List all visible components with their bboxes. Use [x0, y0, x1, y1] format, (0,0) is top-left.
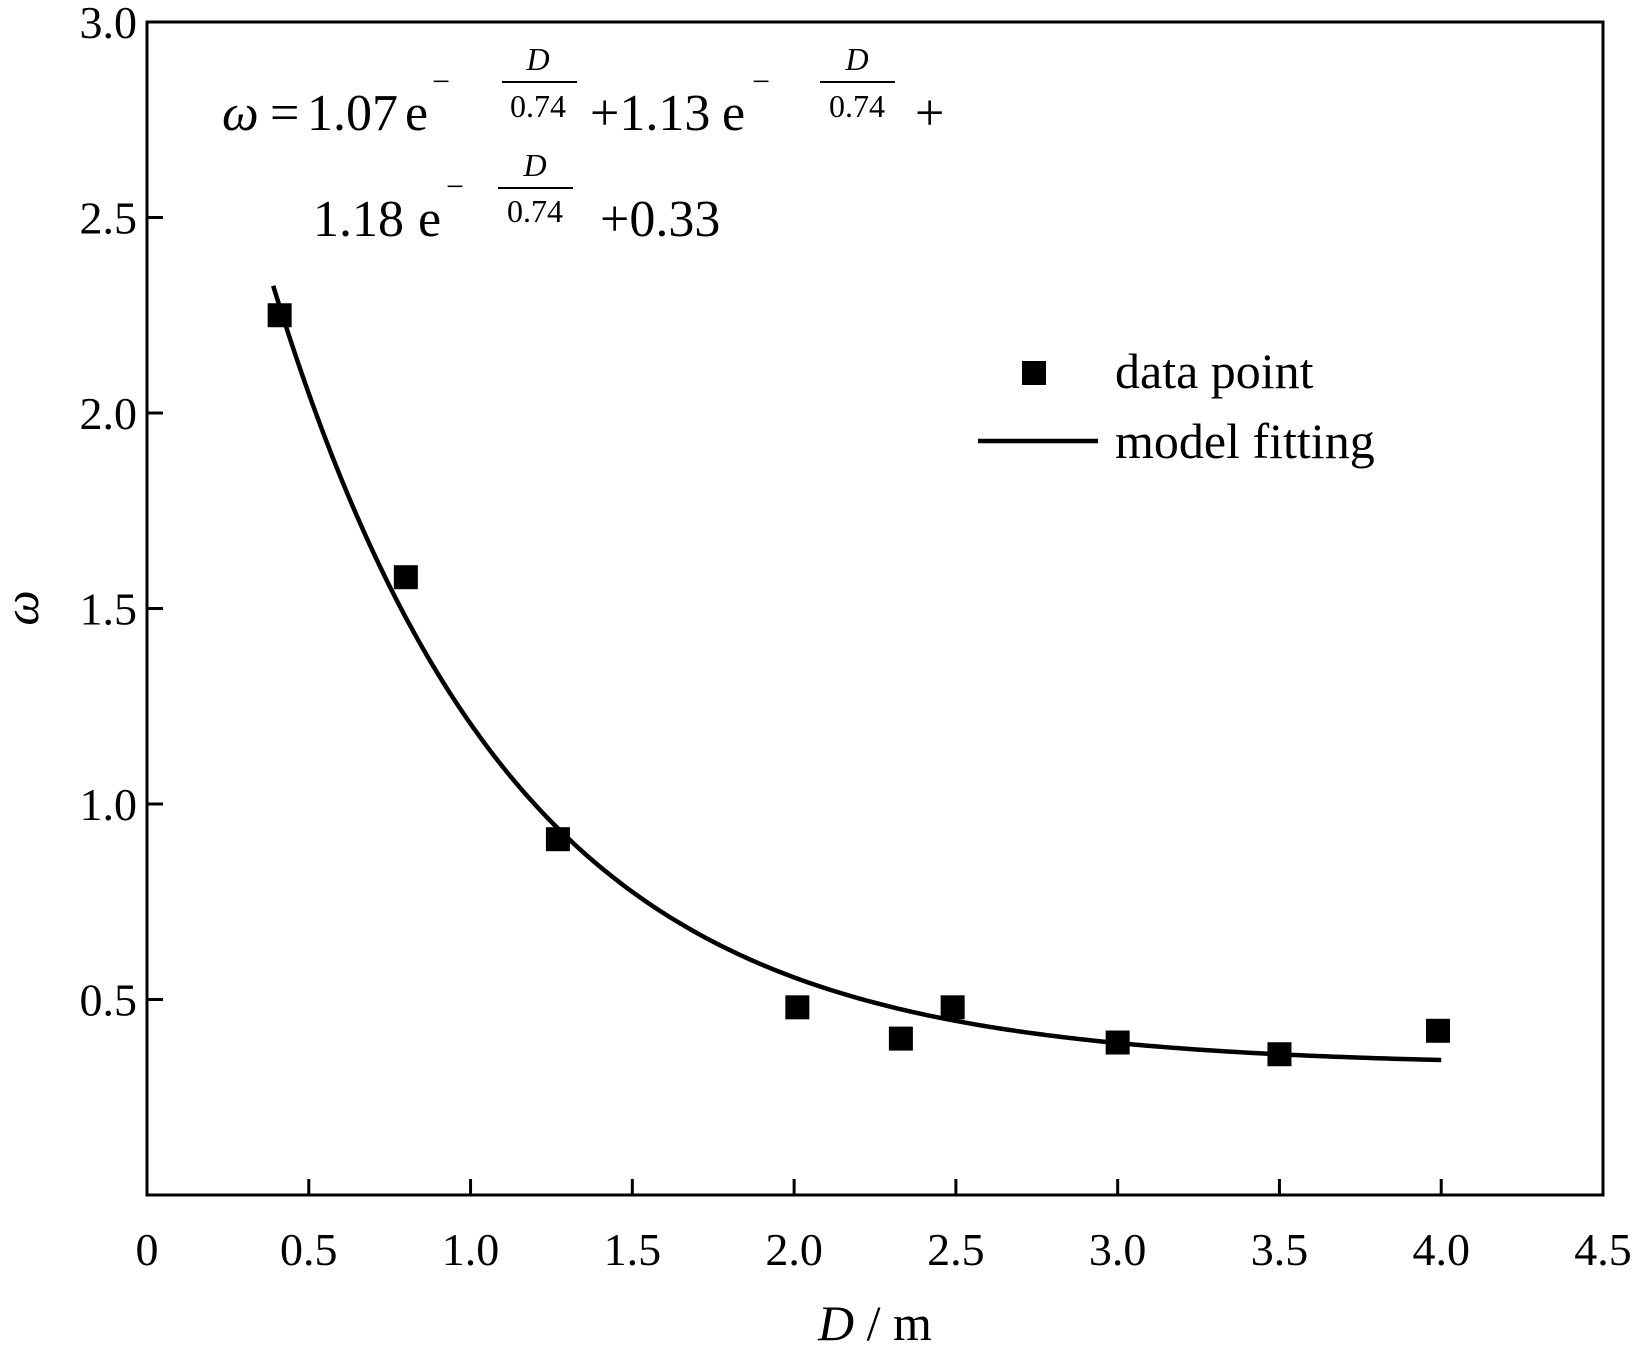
- equation-term1-base: e: [405, 85, 428, 142]
- data-point: [1425, 1018, 1450, 1043]
- data-point: [267, 303, 292, 328]
- legend-label-data-point: data point: [1115, 343, 1314, 399]
- model-fitting-line: [271, 285, 1442, 1063]
- equation-tail: +0.33: [600, 191, 720, 248]
- equation-term1-num: D: [525, 41, 549, 77]
- data-points: [267, 303, 1450, 1067]
- y-axis-label: ω: [0, 590, 49, 625]
- equation-term2-coef: +1.13: [590, 85, 710, 142]
- equation-term2-num: D: [844, 41, 868, 77]
- equation-term1-coef: 1.07: [307, 85, 398, 142]
- equation-term2-base: e: [722, 85, 745, 142]
- data-point: [1105, 1030, 1130, 1055]
- equation-term2-den: 0.74: [829, 88, 885, 124]
- legend-label-model-fitting: model fitting: [1115, 413, 1375, 469]
- equation-term1-den: 0.74: [510, 88, 566, 124]
- data-point: [545, 827, 570, 852]
- x-axis-ticks: 0 0.5 1.0 1.5 2.0 2.5 3.0 3.5 4.0 4.5: [136, 1179, 1632, 1275]
- y-axis-ticks: 0.5 1.0 1.5 2.0 2.5 3.0: [80, 0, 163, 1026]
- equation-term3-coef: 1.18: [313, 191, 404, 248]
- equation-eq-sign: =: [270, 85, 299, 142]
- x-tick-label: 0.5: [280, 1224, 338, 1275]
- equation-term2-sign: −: [752, 63, 770, 99]
- equation-lhs: ω: [222, 85, 259, 142]
- x-tick-label: 1.0: [442, 1224, 500, 1275]
- equation-term1-sign: −: [432, 63, 450, 99]
- x-tick-label: 0: [136, 1224, 159, 1275]
- equation-term3-base: e: [418, 191, 441, 248]
- y-tick-label: 3.0: [80, 0, 138, 48]
- y-tick-label: 1.0: [80, 779, 138, 830]
- legend-marker-square: [1022, 361, 1046, 385]
- equation-term3-num: D: [522, 147, 546, 183]
- equation-term3-sign: −: [446, 168, 464, 204]
- y-tick-label: 0.5: [80, 975, 138, 1026]
- y-tick-label: 2.0: [80, 388, 138, 439]
- data-point: [888, 1026, 913, 1051]
- x-tick-label: 4.0: [1412, 1224, 1470, 1275]
- data-point: [785, 995, 810, 1020]
- legend: data point model fitting: [978, 343, 1375, 469]
- fit-equation: ω = 1.07 e − D 0.74 +1.13 e − D 0.74 + 1…: [222, 41, 944, 248]
- y-tick-label: 2.5: [80, 193, 138, 244]
- x-tick-label: 4.5: [1574, 1224, 1632, 1275]
- data-point: [393, 565, 418, 590]
- equation-plus: +: [915, 85, 944, 142]
- x-axis-label-sep: /: [867, 1295, 881, 1351]
- x-tick-label: 2.0: [765, 1224, 823, 1275]
- x-tick-label: 1.5: [604, 1224, 662, 1275]
- x-tick-label: 3.0: [1089, 1224, 1147, 1275]
- x-axis-label-unit: m: [893, 1295, 932, 1351]
- x-axis-label-var: D: [817, 1295, 854, 1351]
- y-tick-label: 1.5: [80, 584, 138, 635]
- equation-term3-den: 0.74: [507, 193, 563, 229]
- x-tick-label: 2.5: [927, 1224, 985, 1275]
- x-tick-label: 3.5: [1251, 1224, 1309, 1275]
- data-point: [1267, 1042, 1292, 1067]
- data-point: [940, 995, 965, 1020]
- x-axis-label: D / m: [817, 1295, 932, 1351]
